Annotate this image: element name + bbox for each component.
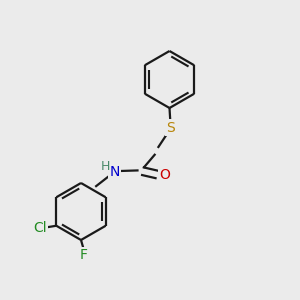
Text: O: O	[159, 168, 170, 182]
Text: N: N	[110, 165, 120, 178]
Text: F: F	[80, 248, 88, 262]
Text: Cl: Cl	[33, 221, 46, 235]
Text: H: H	[100, 160, 110, 173]
Text: S: S	[166, 121, 175, 134]
